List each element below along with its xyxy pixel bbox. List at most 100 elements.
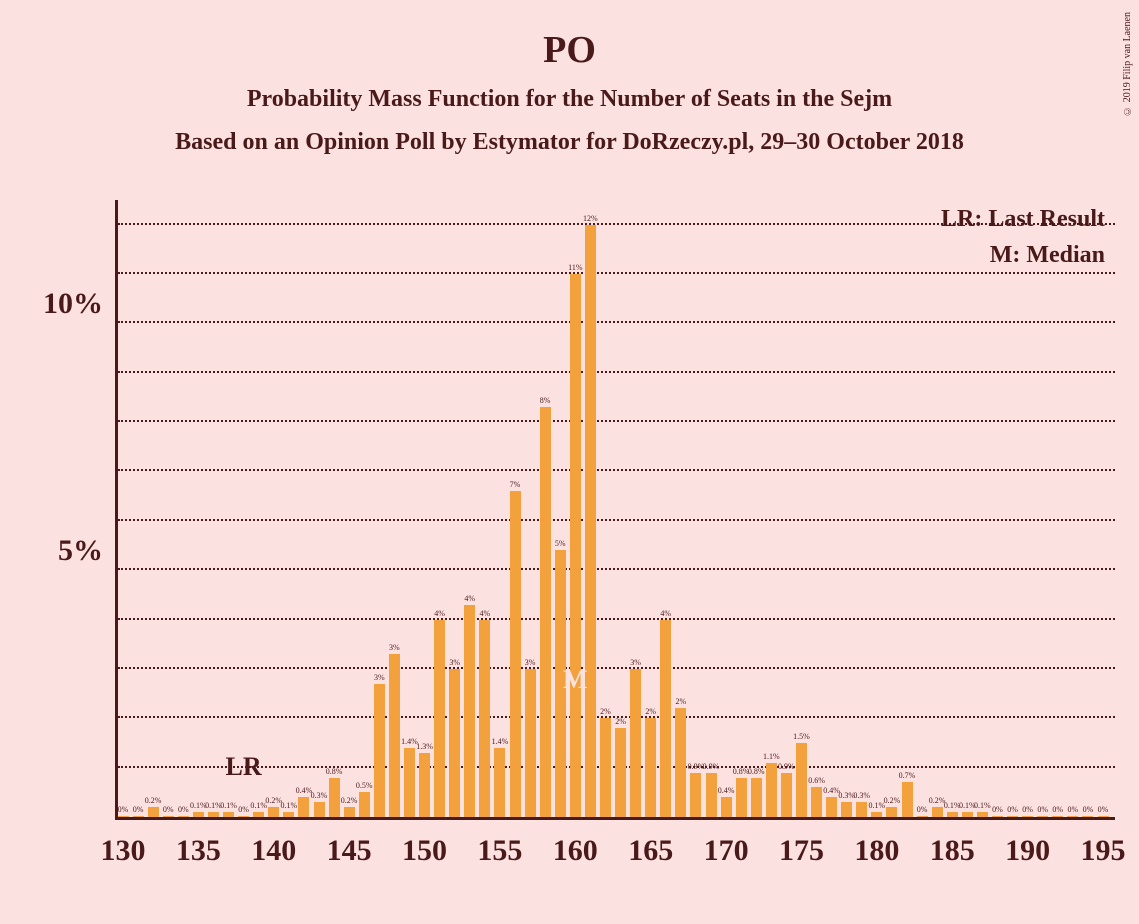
x-axis-label: 130	[101, 834, 146, 868]
bar-value-label: 0.2%	[145, 796, 162, 805]
gridline	[118, 568, 1115, 570]
bar: 4%	[434, 620, 445, 817]
gridline	[118, 469, 1115, 471]
bar-value-label: 0%	[917, 805, 928, 814]
bar: 11%	[570, 274, 581, 817]
bar: 0.1%	[871, 812, 882, 817]
bar: 3%	[449, 669, 460, 817]
bar: 0.2%	[886, 807, 897, 817]
bar: 4%	[464, 605, 475, 817]
y-axis	[115, 200, 118, 820]
bar: 0.1%	[193, 812, 204, 817]
gridline	[118, 272, 1115, 274]
bar-value-label: 0%	[1022, 805, 1033, 814]
bar: 0%	[1067, 816, 1078, 817]
bar-value-label: 0%	[178, 805, 189, 814]
y-axis-label: 5%	[13, 534, 103, 568]
bar: 0.7%	[902, 782, 913, 817]
bar-value-label: 0.2%	[884, 796, 901, 805]
bar-value-label: 0%	[238, 805, 249, 814]
bar: 0.8%	[329, 778, 340, 817]
bar: 0.8%	[751, 778, 762, 817]
bar-value-label: 0.1%	[974, 801, 991, 810]
x-axis-label: 150	[402, 834, 447, 868]
bar-value-label: 12%	[583, 214, 598, 223]
bar: 1.4%	[404, 748, 415, 817]
bar-value-label: 1.1%	[763, 752, 780, 761]
bar-value-label: 3%	[525, 658, 536, 667]
bar: 0.1%	[223, 812, 234, 817]
bar-value-label: 1.4%	[492, 737, 509, 746]
bar: 2%	[615, 728, 626, 817]
bar-value-label: 0%	[1007, 805, 1018, 814]
bar: 4%	[479, 620, 490, 817]
bar: 0.5%	[359, 792, 370, 817]
bar: 4%	[660, 620, 671, 817]
bar-value-label: 3%	[449, 658, 460, 667]
bar: 0.6%	[811, 787, 822, 817]
bar-value-label: 0.3%	[311, 791, 328, 800]
bar: 0%	[1098, 816, 1109, 817]
bar-value-label: 0%	[1083, 805, 1094, 814]
bar: 1.1%	[766, 763, 777, 817]
x-axis-label: 135	[176, 834, 221, 868]
bar-value-label: 0.4%	[718, 786, 735, 795]
bar-value-label: 0.5%	[356, 781, 373, 790]
bar-value-label: 0%	[1098, 805, 1109, 814]
bar: 2%	[675, 708, 686, 817]
bar: 0.3%	[841, 802, 852, 817]
bar-value-label: 0.7%	[899, 771, 916, 780]
bar-value-label: 7%	[510, 480, 521, 489]
bar: 0%	[238, 816, 249, 817]
bar-value-label: 0.9%	[703, 762, 720, 771]
bar: 2%	[645, 718, 656, 817]
gridline	[118, 371, 1115, 373]
x-axis-label: 155	[477, 834, 522, 868]
bar: 0%	[118, 816, 129, 817]
bar: 2%	[600, 718, 611, 817]
bar-value-label: 0%	[1037, 805, 1048, 814]
bar-value-label: 4%	[434, 609, 445, 618]
bar-value-label: 2%	[615, 717, 626, 726]
chart-subtitle2: Based on an Opinion Poll by Estymator fo…	[0, 113, 1139, 156]
bar-value-label: 3%	[630, 658, 641, 667]
bar: 0%	[1022, 816, 1033, 817]
bar-value-label: 1.3%	[416, 742, 433, 751]
bar: 0.4%	[826, 797, 837, 817]
bar-value-label: 3%	[374, 673, 385, 682]
bar: 0.8%	[736, 778, 747, 817]
gridline	[118, 420, 1115, 422]
x-axis-label: 175	[779, 834, 824, 868]
bar: 3%	[630, 669, 641, 817]
gridline	[118, 667, 1115, 669]
bar: 0.1%	[977, 812, 988, 817]
bar-value-label: 0.9%	[778, 762, 795, 771]
legend-lr: LR: Last Result	[941, 206, 1105, 233]
bar: 0.9%	[781, 773, 792, 817]
chart-plot-area: 5%10% 1301351401451501551601651701751801…	[115, 200, 1115, 820]
bar-value-label: 5%	[555, 539, 566, 548]
x-axis-label: 165	[628, 834, 673, 868]
bar: 7%	[510, 491, 521, 817]
bar: 0.1%	[962, 812, 973, 817]
bar-value-label: 3%	[389, 643, 400, 652]
bar-value-label: 0.1%	[220, 801, 237, 810]
bar: 0.2%	[344, 807, 355, 817]
gridline	[118, 321, 1115, 323]
bar-value-label: 0.8%	[326, 767, 343, 776]
bar: 0.4%	[721, 797, 732, 817]
bar: 0.1%	[947, 812, 958, 817]
x-axis-label: 185	[930, 834, 975, 868]
bar-value-label: 1.5%	[793, 732, 810, 741]
bar: 0%	[133, 816, 144, 817]
bar-value-label: 0.8%	[748, 767, 765, 776]
x-axis-label: 195	[1081, 834, 1126, 868]
bar-value-label: 4%	[464, 594, 475, 603]
bar: 1.4%	[494, 748, 505, 817]
x-axis-label: 160	[553, 834, 598, 868]
x-axis-label: 190	[1005, 834, 1050, 868]
bar: 0.9%	[690, 773, 701, 817]
bar: 0%	[992, 816, 1003, 817]
bar-value-label: 0.1%	[281, 801, 298, 810]
gridline	[118, 618, 1115, 620]
